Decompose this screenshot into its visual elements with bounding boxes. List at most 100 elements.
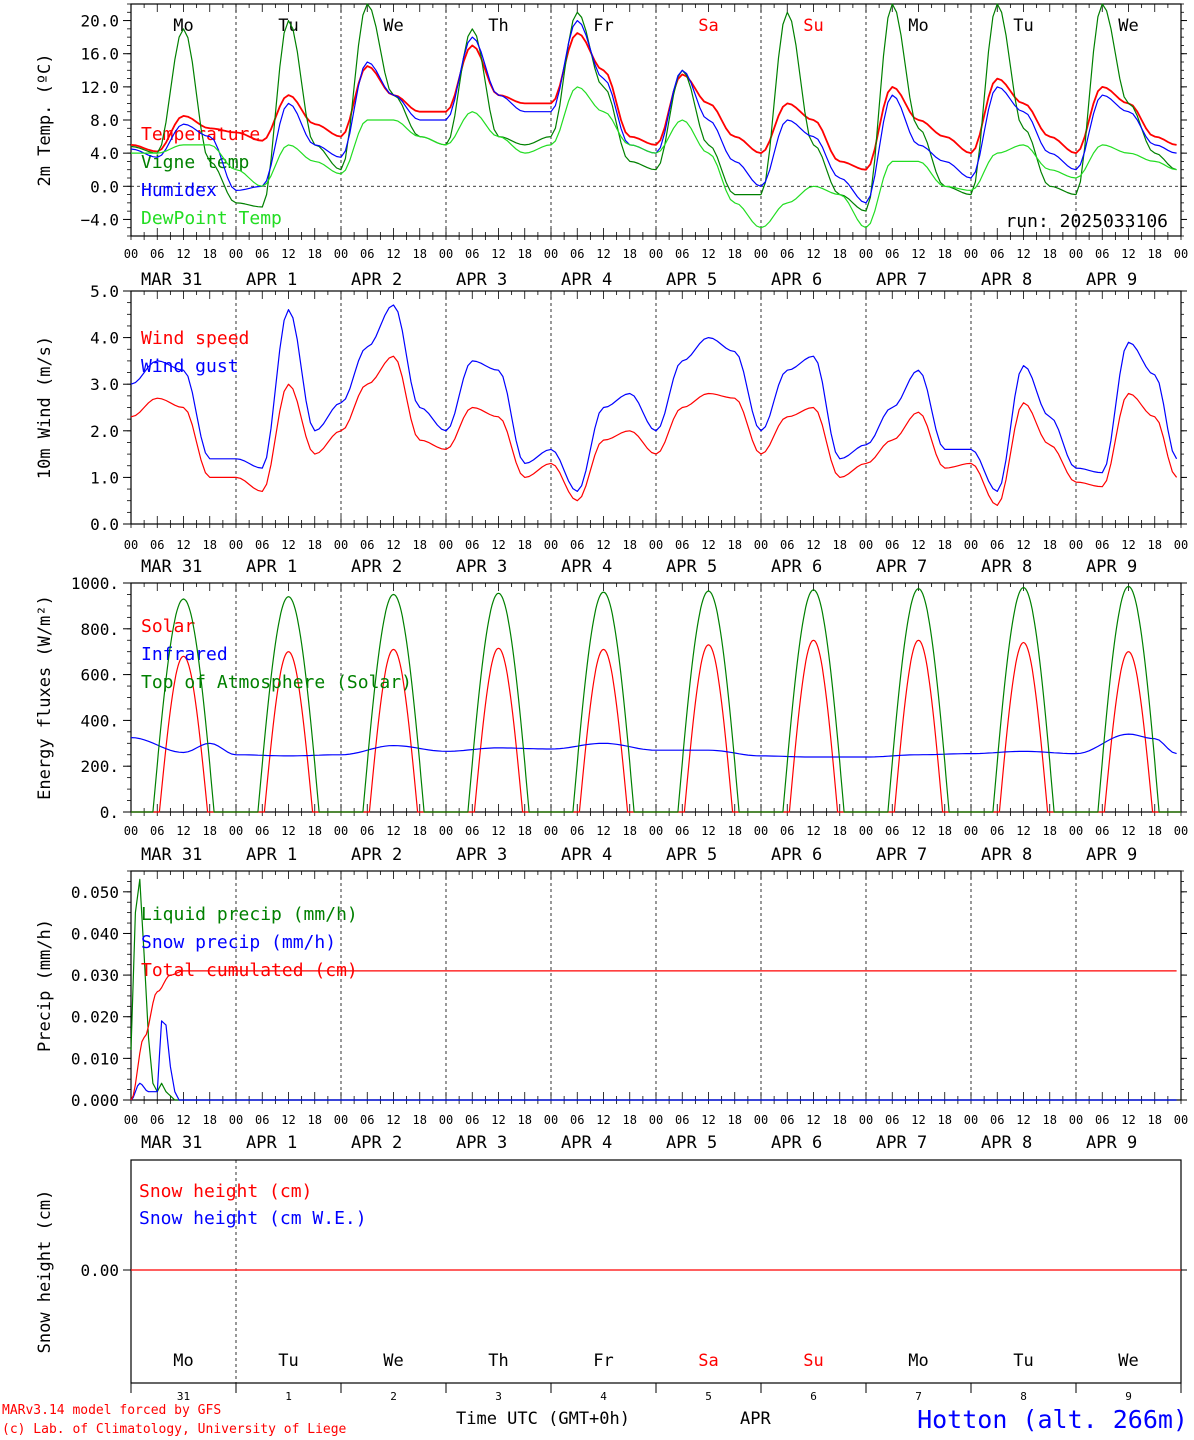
hour-label: 00: [544, 824, 558, 838]
day-number: 6: [810, 1390, 817, 1403]
series-blue: [130, 733, 1177, 758]
hour-label: 12: [176, 824, 190, 838]
hour-label: 00: [229, 538, 243, 552]
hour-label: 00: [439, 538, 453, 552]
hour-label: 06: [675, 824, 689, 838]
date-label: APR 9: [1086, 1133, 1137, 1153]
hour-label: 00: [334, 538, 348, 552]
hour-label: 06: [360, 247, 374, 261]
day-name: We: [383, 16, 403, 36]
day-name: Tu: [278, 1351, 298, 1371]
y-tick-label: 20.0: [80, 12, 119, 31]
day-name: Mo: [908, 16, 928, 36]
hour-label: 06: [675, 538, 689, 552]
hour-label: 06: [1095, 538, 1109, 552]
legend-entry: Total cumulated (cm): [141, 960, 358, 981]
hour-label: 00: [334, 1113, 348, 1127]
date-label: APR 6: [771, 557, 822, 577]
hour-label: 06: [885, 538, 899, 552]
hour-label: 18: [623, 1113, 637, 1127]
hour-label: 12: [911, 247, 925, 261]
hour-label: 00: [964, 247, 978, 261]
hour-label: 00: [334, 247, 348, 261]
hour-label: 18: [623, 538, 637, 552]
hour-label: 12: [281, 538, 295, 552]
date-label: APR 3: [456, 845, 507, 865]
legend-entry: Solar: [141, 616, 195, 637]
hour-label: 12: [491, 824, 505, 838]
y-tick-label: 2.0: [90, 422, 119, 441]
hour-label: 06: [1095, 1113, 1109, 1127]
y-tick-label: 16.0: [80, 45, 119, 64]
hour-label: 06: [990, 247, 1004, 261]
y-tick-label: 0.: [100, 803, 119, 822]
hour-label: 00: [754, 247, 768, 261]
date-label: APR 6: [771, 1133, 822, 1153]
y-tick-label: 4.0: [90, 329, 119, 348]
hour-label: 12: [1121, 824, 1135, 838]
hour-label: 12: [176, 538, 190, 552]
date-label: APR 9: [1086, 557, 1137, 577]
hour-label: 18: [203, 824, 217, 838]
date-label: APR 4: [561, 845, 612, 865]
hour-label: 12: [701, 824, 715, 838]
hour-label: 18: [728, 824, 742, 838]
series-red: [131, 639, 1181, 813]
day-name: Th: [488, 1351, 508, 1371]
hour-label: 06: [1095, 247, 1109, 261]
hour-label: 18: [938, 247, 952, 261]
hour-label: 18: [623, 247, 637, 261]
date-label: APR 4: [561, 1133, 612, 1153]
hour-label: 12: [1121, 538, 1135, 552]
hour-label: 06: [990, 538, 1004, 552]
hour-label: 06: [360, 1113, 374, 1127]
y-axis-title: 2m Temp. (ºC): [35, 53, 55, 186]
hour-label: 06: [675, 1113, 689, 1127]
hour-label: 18: [518, 247, 532, 261]
y-tick-label: 0.0: [90, 177, 119, 196]
time-axis-label: Time UTC (GMT+0h): [456, 1409, 630, 1429]
hour-label: 00: [229, 824, 243, 838]
date-label: APR 5: [666, 270, 717, 290]
date-label: APR 4: [561, 270, 612, 290]
day-name: Sa: [698, 1351, 718, 1371]
hour-label: 18: [833, 1113, 847, 1127]
hour-label: 18: [938, 824, 952, 838]
legend-entry: Humidex: [141, 180, 217, 201]
hour-label: 00: [649, 1113, 663, 1127]
hour-label: 06: [780, 1113, 794, 1127]
legend-entry: Snow height (cm): [139, 1181, 312, 1202]
hour-label: 12: [281, 824, 295, 838]
day-name: We: [1118, 16, 1138, 36]
hour-label: 00: [1069, 1113, 1083, 1127]
date-label: APR 2: [351, 270, 402, 290]
day-name: Su: [803, 16, 823, 36]
hour-label: 12: [806, 538, 820, 552]
hour-label: 00: [859, 1113, 873, 1127]
hour-label: 06: [1095, 824, 1109, 838]
y-tick-label: 8.0: [90, 111, 119, 130]
panel-5: 0.00 Snow height (cm) Snow height (cm) Snow…: [35, 1159, 1187, 1403]
legend-entry: Snow precip (mm/h): [141, 932, 336, 953]
hour-label: 18: [308, 824, 322, 838]
y-tick-label: 200.: [80, 757, 119, 776]
hour-label: 12: [701, 538, 715, 552]
hour-label: 12: [806, 824, 820, 838]
hour-label: 12: [1016, 247, 1030, 261]
hour-label: 18: [413, 538, 427, 552]
y-tick-label: 12.0: [80, 78, 119, 97]
day-name: Mo: [908, 1351, 928, 1371]
hour-label: 18: [938, 1113, 952, 1127]
date-label: APR 7: [876, 270, 927, 290]
date-label: APR 7: [876, 845, 927, 865]
hour-label: 12: [281, 247, 295, 261]
day-name: We: [383, 1351, 403, 1371]
hour-label: 06: [465, 247, 479, 261]
hour-label: 06: [990, 824, 1004, 838]
date-label: MAR 31: [141, 270, 202, 290]
day-name: Tu: [278, 16, 298, 36]
y-tick-label: 0.0: [90, 515, 119, 534]
hour-label: 12: [491, 1113, 505, 1127]
y-tick-label: 0.020: [71, 1008, 119, 1027]
